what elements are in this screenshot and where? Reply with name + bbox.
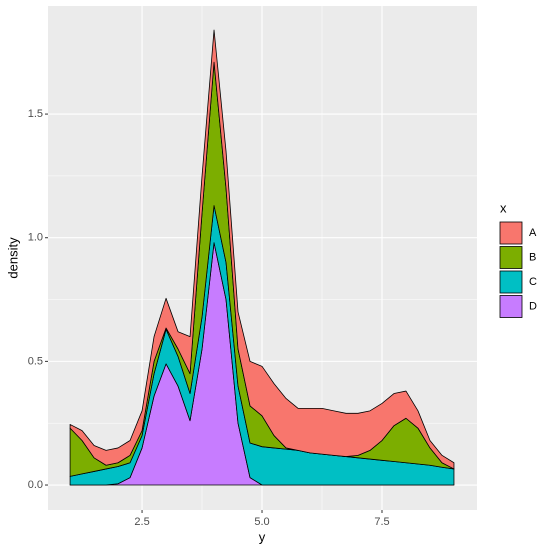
x-axis-label: y	[259, 529, 266, 544]
area	[69, 29, 455, 470]
legend-swatch	[499, 246, 523, 269]
x-tick-label: 5.0	[254, 516, 269, 528]
y-axis-label: density	[5, 237, 20, 279]
y-tick-label: 0.5	[28, 355, 43, 367]
legend-swatch	[499, 295, 523, 318]
x-tick-label: 7.5	[374, 516, 389, 528]
legend-label: A	[529, 227, 537, 239]
y-tick-label: 0.0	[28, 479, 43, 491]
legend-swatch	[499, 270, 523, 294]
legend-label: D	[529, 300, 537, 312]
y-tick-label: 1.5	[28, 108, 43, 120]
legend-label: B	[529, 251, 536, 263]
legend-label: C	[529, 276, 537, 288]
x-tick-label: 2.5	[134, 516, 149, 528]
legend-title: x	[500, 200, 507, 215]
legend-swatch	[499, 221, 523, 245]
y-tick-label: 1.0	[28, 232, 43, 244]
